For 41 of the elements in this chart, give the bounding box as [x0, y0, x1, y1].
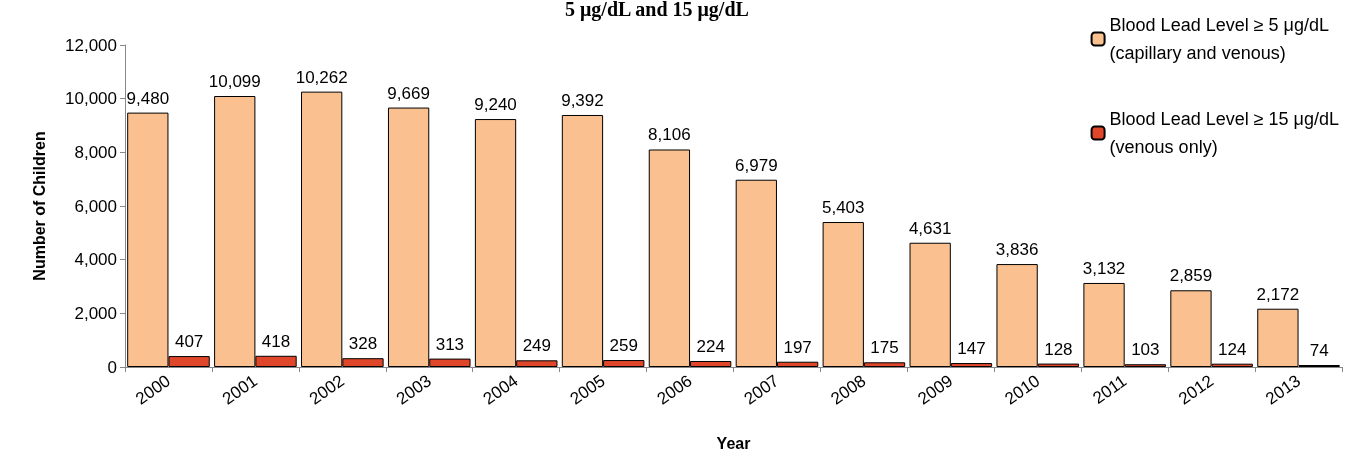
- data-label: 147: [957, 339, 986, 359]
- data-label: 9,240: [474, 95, 517, 115]
- data-label: 175: [870, 338, 899, 358]
- data-label: 3,836: [995, 240, 1039, 260]
- y-tick-label: 2,000: [74, 303, 117, 323]
- data-label: 259: [609, 336, 638, 356]
- y-tick-label: 10,000: [65, 89, 117, 109]
- legend-label: Blood Lead Level ≥ 5 μg/dL (capillary and venous): [1109, 15, 1329, 63]
- data-label: 74: [1309, 341, 1329, 361]
- data-label: 2,172: [1256, 284, 1300, 304]
- y-tick-label: 12,000: [65, 35, 117, 55]
- data-label: 313: [435, 334, 465, 354]
- data-label: 10,099: [208, 72, 261, 92]
- data-label: 9,480: [126, 88, 170, 108]
- data-label: 10,262: [295, 67, 348, 87]
- data-label: 2,859: [1169, 266, 1213, 286]
- y-axis-title: Number of Children: [30, 131, 48, 281]
- data-label: 9,392: [561, 90, 604, 110]
- data-label: 197: [783, 337, 812, 357]
- x-axis-title: Year: [716, 434, 751, 452]
- data-label: 328: [348, 334, 378, 354]
- data-label: 224: [696, 336, 725, 356]
- data-label: 3,132: [1082, 258, 1126, 278]
- data-label: 4,631: [908, 218, 952, 238]
- data-label: 8,106: [648, 125, 691, 145]
- data-label: 128: [1044, 339, 1073, 359]
- y-tick-label: 0: [107, 357, 117, 377]
- data-label: 9,669: [387, 83, 430, 103]
- data-label: 6,979: [735, 155, 778, 175]
- data-label: 407: [174, 332, 204, 352]
- data-label: 249: [522, 336, 552, 356]
- data-label: 5,403: [821, 198, 865, 218]
- data-label: 418: [261, 331, 291, 351]
- chart-title: 5 μg/dL and 15 μg/dL: [565, 0, 749, 21]
- data-label: 124: [1218, 339, 1247, 359]
- y-tick-label: 4,000: [74, 250, 117, 270]
- y-tick-label: 8,000: [74, 142, 117, 162]
- legend-label: Blood Lead Level ≥ 15 μg/dL (venous only): [1109, 109, 1339, 157]
- y-tick-label: 6,000: [74, 196, 117, 216]
- x-tick-label: 2011: [1089, 371, 1131, 408]
- data-label: 103: [1131, 340, 1160, 360]
